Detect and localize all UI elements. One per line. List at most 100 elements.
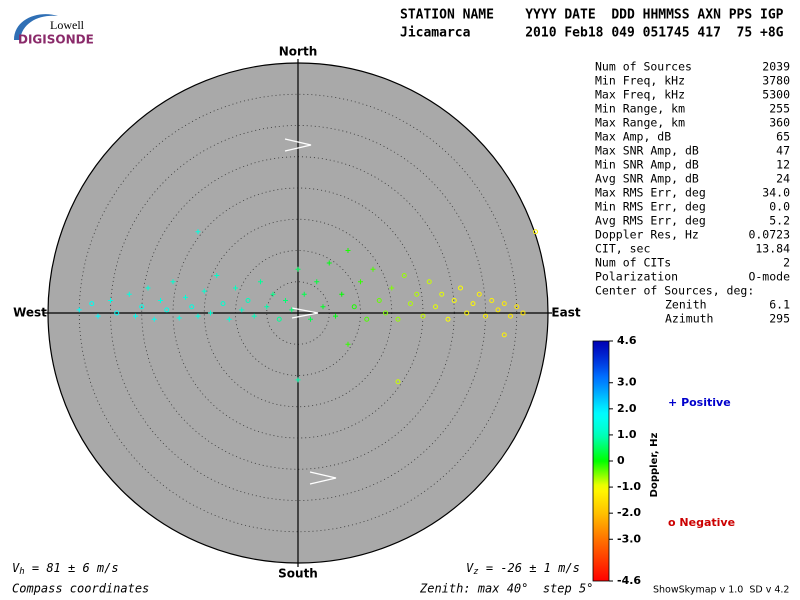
vz-text: = -26 ± 1 m/s [479,561,580,575]
source-negative [395,316,401,322]
source-positive [358,279,363,285]
source-negative [476,291,482,297]
source-negative [376,298,382,303]
stat-label: Doppler Res, Hz [595,228,699,242]
source-negative [445,316,451,322]
vh-symbol: V [12,561,20,575]
source-positive [195,229,201,235]
stat-value: 2039 [762,60,790,74]
source-positive [264,304,270,310]
source-negative [220,301,226,307]
source-negative [383,310,388,316]
source-negative [501,301,507,307]
header-labels: STATION NAME YYYY DATE DDD HHMMSS AXN PP… [400,8,784,23]
source-positive [208,310,213,316]
colorbar-tick-label: -4.6 [617,574,641,587]
source-negative [439,291,445,297]
source-negative [495,307,501,313]
source-positive [345,341,351,347]
source-positive [295,377,301,383]
stat-value: 255 [769,102,790,116]
stat-label: Min RMS Err, deg [595,200,706,214]
stat-value: 34.0 [762,186,790,200]
logo-lowell: Lowell [50,18,85,32]
compass-south: South [278,567,318,581]
header-values: Jicamarca 2010 Feb18 049 051745 417 75 +… [400,26,784,41]
source-positive [151,316,157,322]
source-positive [214,273,220,278]
source-positive [195,313,201,319]
direction-arrow [309,471,337,485]
source-positive [326,260,332,266]
source-negative [89,301,95,307]
stat-value: 13.84 [755,242,790,256]
legend-entry: o Negative [668,516,735,529]
source-positive [270,291,276,297]
colorbar-tick-label: 2.0 [617,402,637,415]
vz-label: Vz = -26 ± 1 m/s [466,561,580,577]
source-positive [345,248,351,253]
center-value: 6.1 [769,298,790,312]
source-negative [420,313,426,319]
source-positive [176,315,182,321]
source-positive [76,307,82,313]
source-positive [251,313,257,319]
legend-symbol: o [668,516,676,529]
colorbar-tick-label: 0 [617,454,625,467]
source-positive [333,313,338,319]
colorbar-tick-label: 1.0 [617,428,637,441]
stat-label: Min Range, km [595,102,685,116]
stat-label: Min Freq, kHz [595,74,685,88]
coordinates-note: Compass coordinates [12,582,149,596]
logo-swoosh [14,14,58,40]
vh-text: = 81 ± 6 m/s [25,561,119,575]
source-positive [320,304,326,310]
stat-value: 5300 [762,88,790,102]
stat-value: 24 [776,172,790,186]
source-negative [408,301,413,307]
source-positive [158,298,163,303]
stat-value: 65 [776,130,790,144]
direction-arrow [291,307,319,319]
source-positive [183,294,188,300]
colorbar-tick-label: -1.0 [617,480,641,493]
source-positive [283,298,288,303]
direction-arrow [284,138,312,152]
colorbar [592,340,610,582]
colorbar-tick-label: -3.0 [617,532,641,545]
source-negative [351,304,357,310]
source-positive [108,298,113,303]
center-label: Zenith [665,298,707,312]
stat-value: 0.0723 [748,228,790,242]
source-positive [308,316,313,322]
colorbar-tick-label: 4.6 [617,334,637,347]
compass-west: West [13,306,47,320]
source-negative [470,301,476,307]
source-negative [458,285,463,291]
vz-symbol: V [466,561,474,575]
legend-name: Negative [679,516,735,529]
source-negative [426,279,432,285]
stat-label: Avg RMS Err, deg [595,214,706,228]
source-negative [395,379,401,385]
source-negative [139,304,145,310]
center-value: 295 [769,312,790,326]
source-positive [226,316,232,322]
source-negative [164,307,170,313]
colorbar-title: Doppler, Hz [649,433,660,498]
source-positive [314,279,320,285]
stat-label: CIT, sec [595,242,650,256]
stat-label: Num of CITs [595,256,671,270]
stat-label: Max Freq, kHz [595,88,685,102]
stat-value: 3780 [762,74,790,88]
source-positive [201,288,207,294]
stat-label: Max RMS Err, deg [595,186,706,200]
source-negative [501,332,507,338]
vh-label: Vh = 81 ± 6 m/s [12,561,119,577]
source-negative [245,298,251,303]
stat-value: 47 [776,144,790,158]
source-positive [258,279,263,285]
source-positive [339,291,345,297]
stat-label: Avg SNR Amp, dB [595,172,699,186]
source-negative [508,313,513,319]
